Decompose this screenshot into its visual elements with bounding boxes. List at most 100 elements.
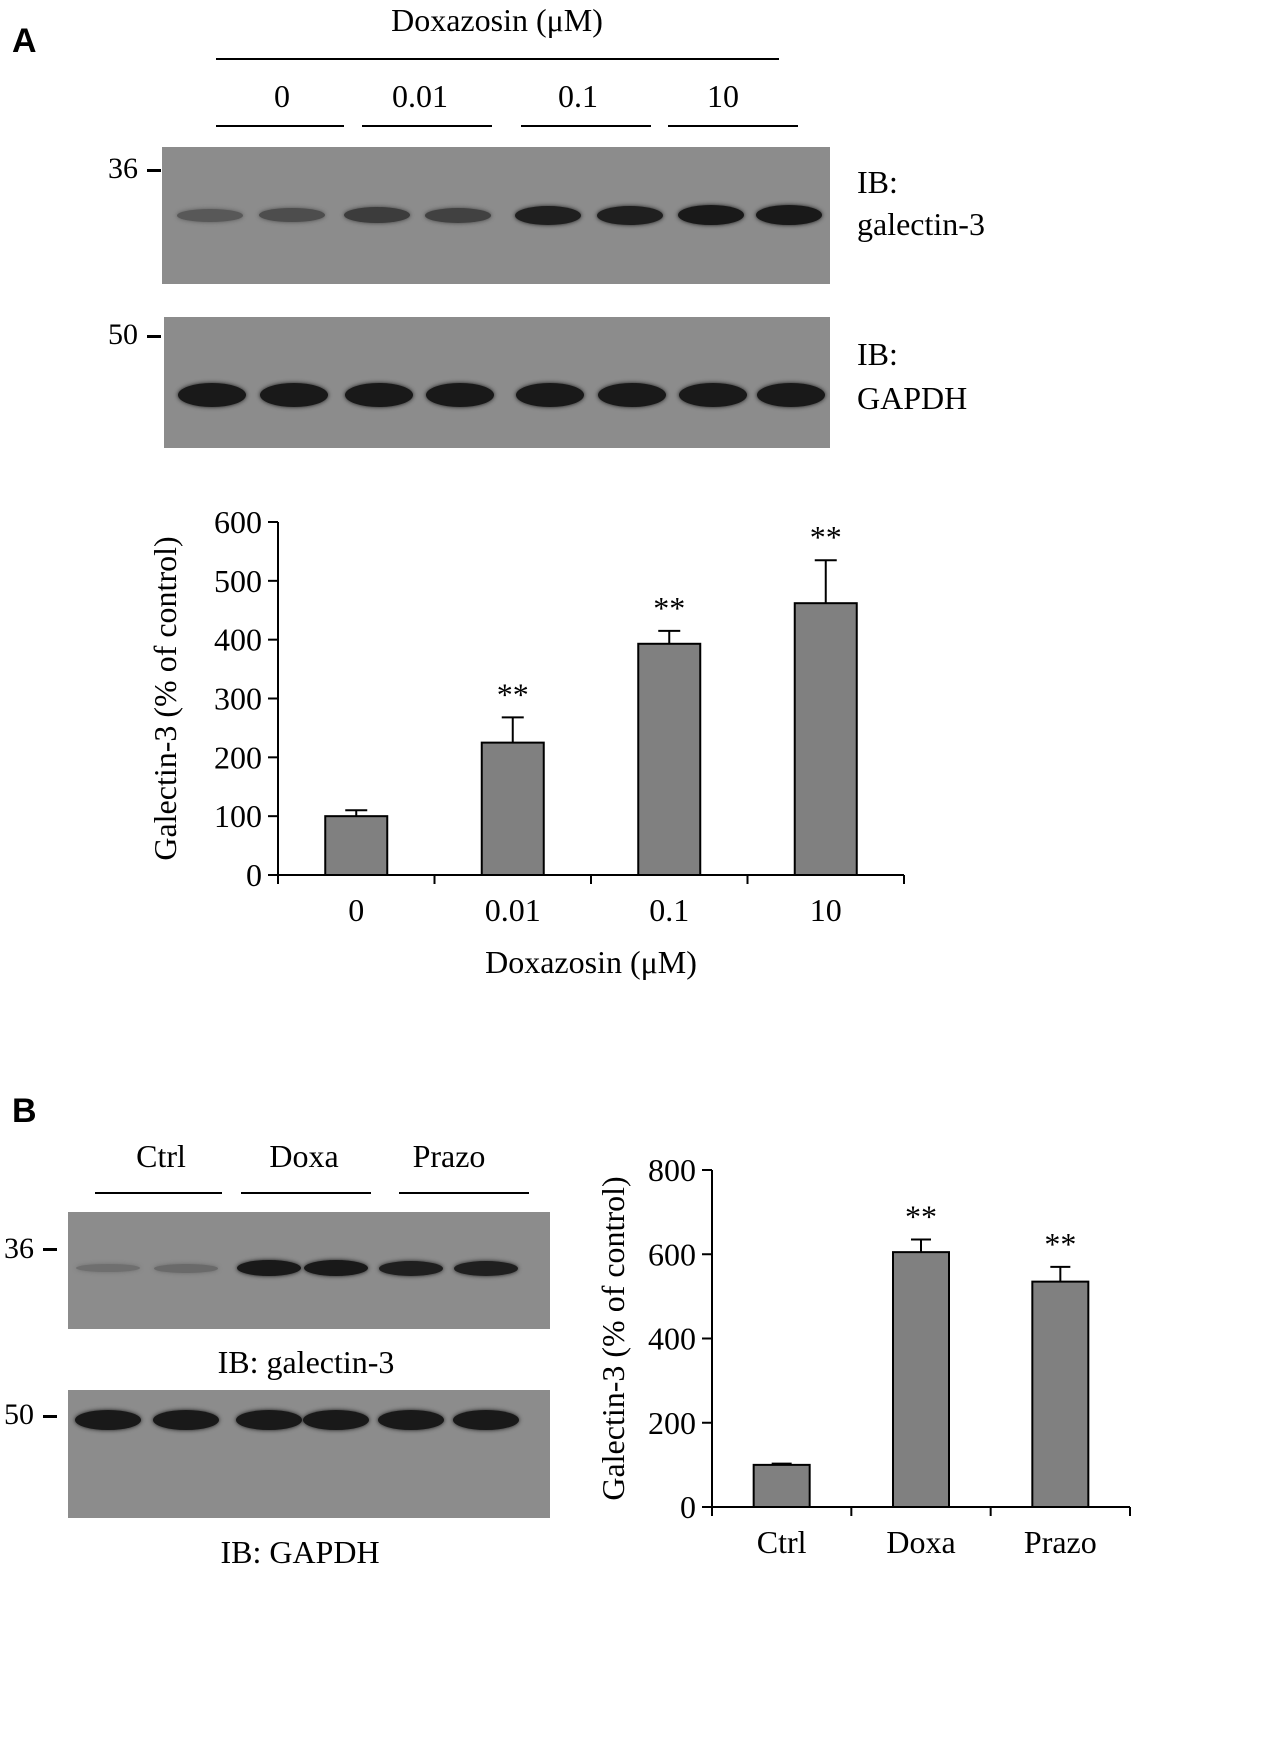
panel-a-lane-group-label: 0 [274, 78, 290, 114]
bar [637, 642, 702, 876]
x-tick-label: Ctrl [757, 1524, 807, 1560]
panel-b-marker-50-tick [43, 1415, 57, 1418]
panel-a-lane-group-line [216, 125, 344, 127]
gapdh-band [598, 383, 666, 407]
panel-b-marker-36: 36 [4, 1232, 34, 1265]
panel-b-letter: B [12, 1092, 37, 1130]
panel-a-lane-group-label: 10 [707, 78, 739, 114]
galectin3-band [756, 205, 822, 225]
gapdh-band [178, 383, 246, 407]
significance-marker: ** [497, 676, 529, 712]
significance-marker: ** [905, 1199, 937, 1235]
galectin3-band [597, 205, 663, 225]
panel-b-gapdh-blot [68, 1390, 550, 1518]
galectin3-band [154, 1263, 218, 1273]
panel-b-galectin3-blot [68, 1212, 550, 1329]
galectin3-band [454, 1260, 518, 1276]
panel-a-bar-chart: 0 100 200 300 400 500 600 0 ** 0.01 ** 0.1 ** 10 Doxaz… [147, 504, 905, 980]
x-axis-label: Doxazosin (μM) [485, 944, 697, 980]
galectin3-band [177, 208, 243, 222]
y-tick-label: 0 [246, 857, 262, 893]
x-tick-label: 0 [348, 892, 364, 928]
bar [1031, 1280, 1090, 1508]
panel-a-marker-36-tick [147, 169, 161, 172]
x-tick-label: 0.01 [485, 892, 541, 928]
y-tick-label: 200 [214, 739, 262, 775]
y-axis-label: Galectin-3 (% of control) [595, 1176, 631, 1500]
gapdh-band [378, 1410, 444, 1430]
gapdh-band [260, 383, 328, 407]
galectin3-band [425, 207, 491, 223]
y-tick-label: 0 [680, 1489, 696, 1525]
y-tick-label: 400 [648, 1321, 696, 1357]
panel-b-lane-group-line [399, 1192, 529, 1194]
gapdh-band [303, 1410, 369, 1430]
gapdh-band [426, 383, 494, 407]
bar [480, 741, 545, 876]
x-tick-label: Prazo [1024, 1524, 1097, 1560]
y-tick-label: 400 [214, 622, 262, 658]
y-tick-label: 100 [214, 798, 262, 834]
panel-a-ib-galectin3-label-line2: galectin-3 [857, 206, 985, 242]
panel-b-lane-group-line [241, 1192, 371, 1194]
panel-a-ib-galectin3-label-line1: IB: [857, 164, 898, 200]
y-tick-label: 300 [214, 681, 262, 717]
galectin3-band [259, 208, 325, 222]
bar [892, 1251, 950, 1508]
panel-b-marker-50: 50 [4, 1398, 34, 1431]
significance-marker: ** [653, 590, 685, 626]
y-tick-label: 600 [648, 1236, 696, 1272]
gapdh-band [453, 1410, 519, 1430]
y-tick-label: 600 [214, 504, 262, 540]
y-tick-label: 800 [648, 1152, 696, 1188]
panel-b-bar-chart: 0 200 400 600 800 Ctrl ** Doxa ** Prazo Galectin-3… [595, 1152, 1131, 1560]
galectin3-band [344, 207, 410, 223]
gapdh-band [345, 383, 413, 407]
panel-b-marker-36-tick [43, 1248, 57, 1251]
panel-a-lane-group-line [521, 125, 651, 127]
gapdh-band [236, 1410, 302, 1430]
x-tick-label: 0.1 [649, 892, 689, 928]
galectin3-band [304, 1260, 368, 1276]
panel-a-ib-gapdh-label-line2: GAPDH [857, 380, 968, 416]
y-axis-label: Galectin-3 (% of control) [147, 536, 183, 860]
galectin3-band [237, 1260, 301, 1276]
panel-b-lane-group-label: Doxa [269, 1138, 339, 1174]
gapdh-band [75, 1410, 141, 1430]
panel-b-lane-group-label: Prazo [412, 1138, 486, 1174]
panel-a-marker-50-tick [147, 335, 161, 338]
panel-a-lane-group-label: 0.1 [558, 78, 598, 114]
panel-a-treatment-label: Doxazosin (μM) [391, 2, 603, 38]
panel-a-galectin3-blot [162, 147, 830, 284]
panel-b-ib-galectin3-label: IB: galectin-3 [217, 1344, 395, 1380]
panel-a-letter: A [12, 22, 37, 60]
bar [324, 815, 389, 876]
bar [793, 602, 858, 876]
panel-a-marker-36: 36 [108, 152, 138, 185]
panel-a-treatment-line [216, 58, 779, 60]
gapdh-band [153, 1410, 219, 1430]
galectin3-band [379, 1260, 443, 1276]
panel-a-ib-gapdh-label-line1: IB: [857, 336, 898, 372]
panel-a-gapdh-blot [164, 317, 830, 448]
panel-b-lane-group-line [95, 1192, 222, 1194]
y-tick-label: 500 [214, 563, 262, 599]
panel-b-ib-gapdh-label: IB: GAPDH [220, 1534, 380, 1570]
gapdh-band [757, 383, 825, 407]
y-tick-label: 200 [648, 1405, 696, 1441]
panel-a-lane-group-line [668, 125, 798, 127]
galectin3-band [515, 205, 581, 225]
panel-a-lane-group-line [362, 125, 492, 127]
galectin3-band [678, 205, 744, 225]
panel-a-lane-group-label: 0.01 [392, 78, 448, 114]
significance-marker: ** [810, 519, 842, 555]
gapdh-band [516, 383, 584, 407]
gapdh-band [679, 383, 747, 407]
significance-marker: ** [1044, 1226, 1076, 1262]
bar [752, 1463, 811, 1508]
x-tick-label: 10 [810, 892, 842, 928]
panel-b-lane-group-label: Ctrl [136, 1138, 186, 1174]
x-tick-label: Doxa [886, 1524, 955, 1560]
galectin3-band [76, 1264, 140, 1272]
panel-a-marker-50: 50 [108, 318, 138, 351]
